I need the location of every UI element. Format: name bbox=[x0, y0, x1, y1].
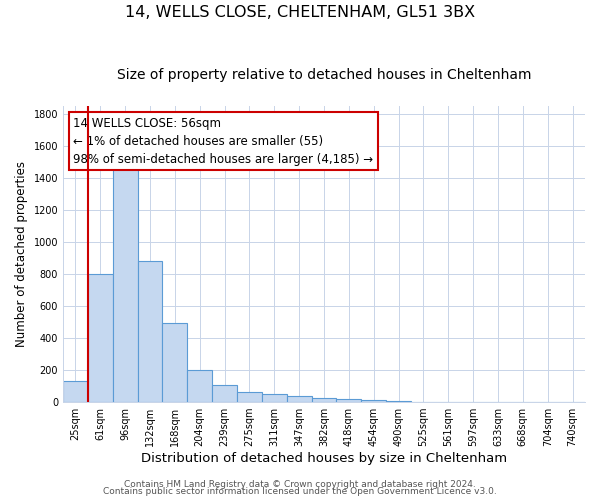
Text: 14 WELLS CLOSE: 56sqm
← 1% of detached houses are smaller (55)
98% of semi-detac: 14 WELLS CLOSE: 56sqm ← 1% of detached h… bbox=[73, 116, 374, 166]
Bar bbox=[311, 398, 337, 402]
Bar bbox=[113, 166, 137, 402]
Bar bbox=[163, 323, 187, 402]
Text: Contains public sector information licensed under the Open Government Licence v3: Contains public sector information licen… bbox=[103, 487, 497, 496]
Bar bbox=[262, 394, 287, 402]
Bar bbox=[337, 399, 361, 402]
Bar bbox=[137, 262, 163, 402]
Bar bbox=[63, 382, 88, 402]
Bar bbox=[187, 370, 212, 402]
X-axis label: Distribution of detached houses by size in Cheltenham: Distribution of detached houses by size … bbox=[141, 452, 507, 465]
Bar bbox=[237, 392, 262, 402]
Title: Size of property relative to detached houses in Cheltenham: Size of property relative to detached ho… bbox=[117, 68, 531, 82]
Text: Contains HM Land Registry data © Crown copyright and database right 2024.: Contains HM Land Registry data © Crown c… bbox=[124, 480, 476, 489]
Text: 14, WELLS CLOSE, CHELTENHAM, GL51 3BX: 14, WELLS CLOSE, CHELTENHAM, GL51 3BX bbox=[125, 5, 475, 20]
Bar bbox=[287, 396, 311, 402]
Y-axis label: Number of detached properties: Number of detached properties bbox=[15, 161, 28, 347]
Bar bbox=[212, 386, 237, 402]
Bar bbox=[88, 274, 113, 402]
Bar bbox=[361, 400, 386, 402]
